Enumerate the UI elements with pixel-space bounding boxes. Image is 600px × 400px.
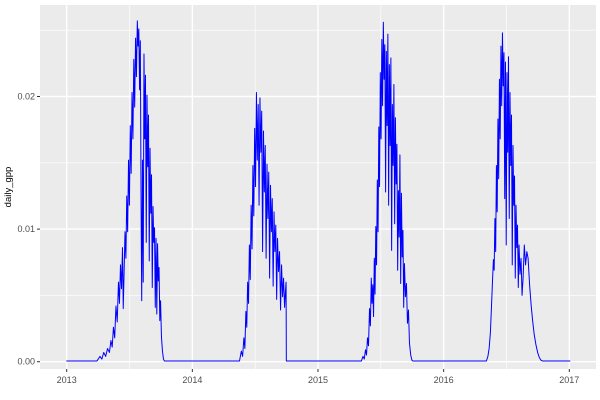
x-axis-tick-label: 2016 (434, 375, 454, 385)
y-axis-title: daily_gpp (3, 167, 14, 208)
gpp-line (66, 20, 571, 362)
data-series (66, 20, 571, 362)
x-axis-tick-label: 2015 (308, 375, 328, 385)
major-gridlines (40, 5, 596, 369)
y-axis-tick-label: 0.01 (17, 224, 35, 234)
x-axis-tick-label: 2014 (182, 375, 202, 385)
y-axis-tick-label: 0.02 (17, 91, 35, 101)
axes: 2013 2014 2015 2016 2017 0.00 0.01 0.02 (17, 91, 579, 385)
x-axis-tick-label: 2013 (57, 375, 77, 385)
x-axis-tick-label: 2017 (559, 375, 579, 385)
y-axis-tick-label: 0.00 (17, 357, 35, 367)
